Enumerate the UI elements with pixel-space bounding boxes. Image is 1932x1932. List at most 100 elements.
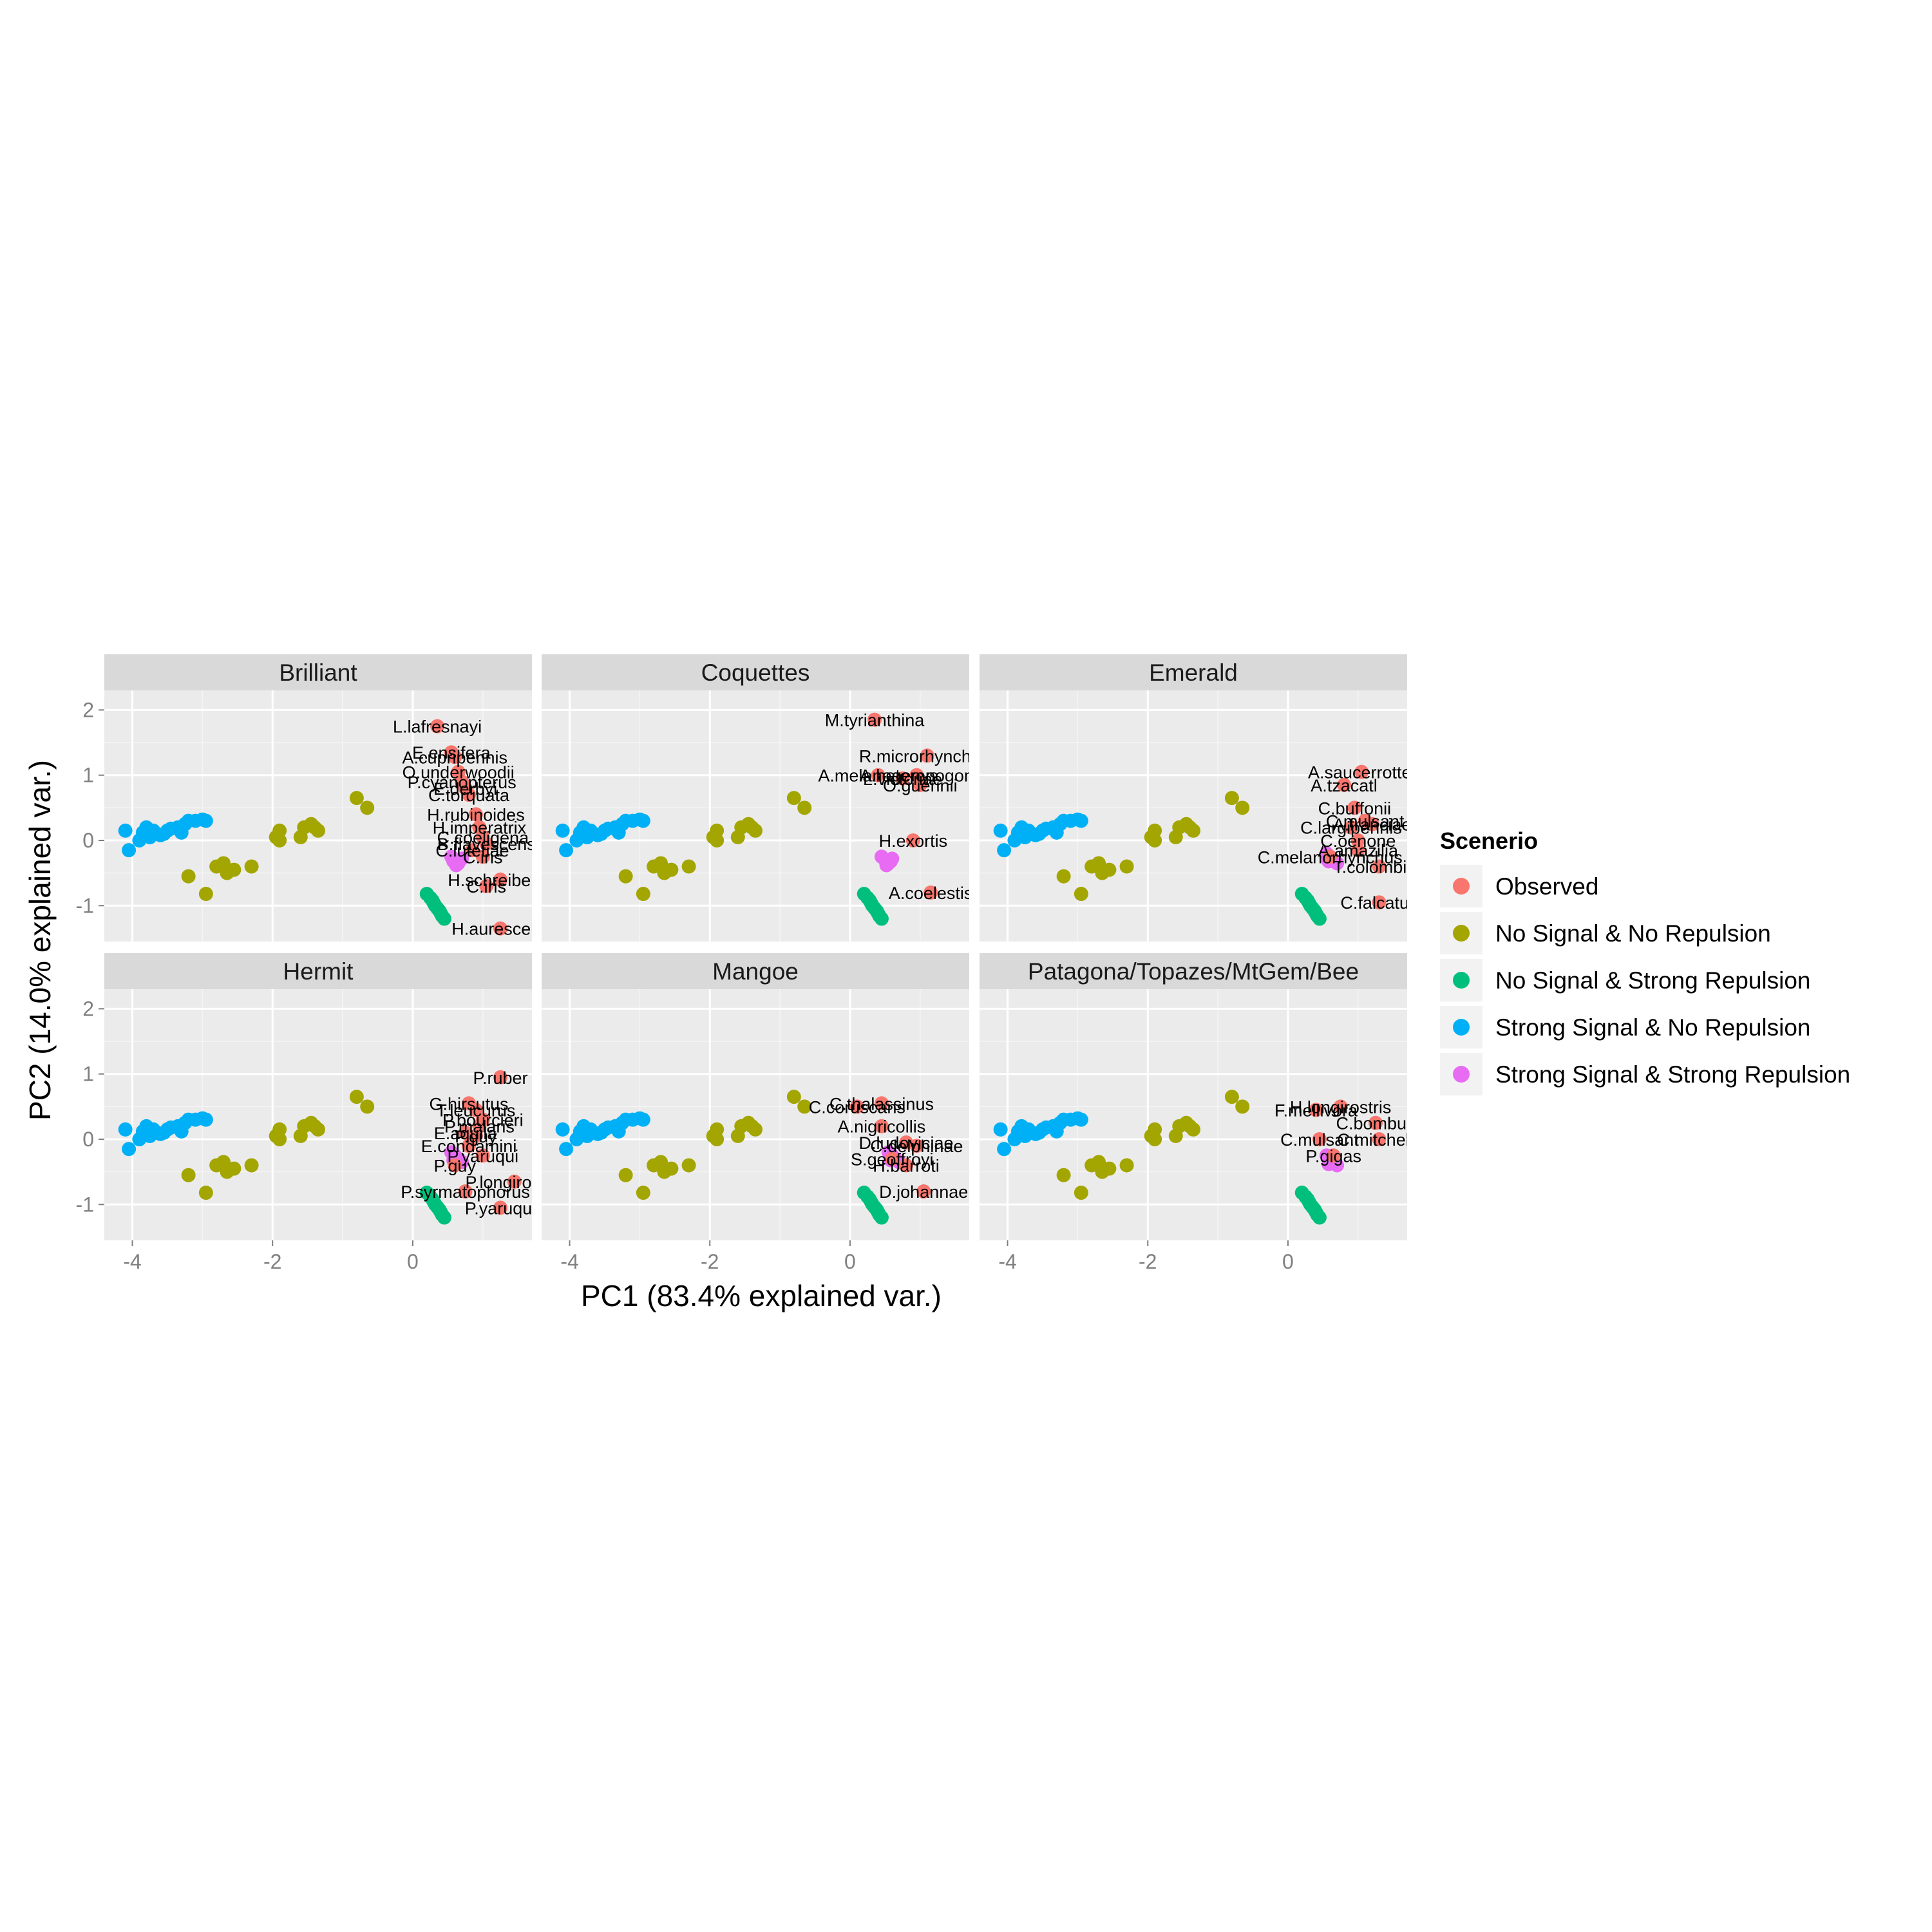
- point-no-signal-no-repulsion: [1102, 862, 1117, 877]
- point-label: P.syrmatophorus: [401, 1182, 530, 1202]
- x-tick-label: 0: [407, 1250, 419, 1273]
- point-strong-signal-no-repulsion: [1074, 1112, 1088, 1127]
- observed-layer: C.thalassinusC.coruscansA.nigricollisD.l…: [809, 1094, 969, 1202]
- facet-strip-label: Hermit: [283, 958, 354, 985]
- legend-key: [1453, 878, 1470, 895]
- point-observed: [468, 1128, 483, 1143]
- point-strong-signal-no-repulsion: [171, 1119, 185, 1133]
- point-label: P.guy: [455, 1127, 497, 1146]
- facet-strip: [104, 654, 532, 690]
- legend-key: [1453, 972, 1470, 989]
- point-no-signal-strong-repulsion: [874, 1210, 889, 1225]
- point-label: G.hirsutus: [430, 1094, 509, 1113]
- point-label: C.iris: [463, 848, 503, 867]
- point-strong-signal-no-repulsion: [993, 823, 1008, 838]
- point-observed: [1337, 777, 1352, 792]
- point-no-signal-no-repulsion: [227, 1161, 242, 1176]
- point-label: C.largipennis: [1300, 819, 1402, 838]
- point-strong-signal-no-repulsion: [198, 813, 213, 828]
- point-label: C.thalassinus: [829, 1094, 934, 1113]
- legend-key: [1453, 1019, 1470, 1036]
- point-observed: [468, 1103, 483, 1117]
- point-no-signal-no-repulsion: [198, 1186, 213, 1200]
- point-observed: [1350, 833, 1365, 848]
- point-observed: [475, 849, 490, 864]
- point-no-signal-no-repulsion: [710, 823, 724, 838]
- point-label: A.cupripennis: [402, 748, 507, 767]
- point-label: L.victoriae: [863, 770, 942, 789]
- point-strong-signal-no-repulsion: [608, 820, 623, 835]
- point-label: A.tzacatl: [1311, 776, 1378, 795]
- point-label: C.buffonii: [1318, 799, 1392, 818]
- point-observed: [885, 1151, 900, 1166]
- point-strong-signal-no-repulsion: [1074, 813, 1088, 828]
- point-label: H.exortis: [879, 831, 948, 851]
- point-strong-signal-no-repulsion: [555, 1122, 570, 1137]
- point-strong-signal-strong-repulsion: [446, 854, 461, 869]
- point-no-signal-no-repulsion: [1224, 791, 1239, 806]
- point-no-signal-no-repulsion: [1074, 1186, 1088, 1200]
- point-observed: [465, 843, 480, 858]
- legend-title: Scenerio: [1440, 828, 1538, 854]
- point-label: C.coeligena: [437, 828, 530, 848]
- point-no-signal-no-repulsion: [636, 1186, 650, 1200]
- x-tick-label: -2: [701, 1250, 719, 1273]
- point-strong-signal-no-repulsion: [198, 1112, 213, 1127]
- point-label: A.coelestis: [889, 884, 973, 903]
- facet-strip-label: Emerald: [1149, 659, 1238, 686]
- point-label: D.johannae: [879, 1182, 968, 1202]
- point-strong-signal-no-repulsion: [594, 1125, 609, 1140]
- point-strong-signal-strong-repulsion: [884, 854, 898, 869]
- point-no-signal-no-repulsion: [664, 862, 679, 877]
- facet-strip: [542, 953, 969, 989]
- point-no-signal-no-repulsion: [1056, 1168, 1071, 1182]
- point-no-signal-no-repulsion: [710, 833, 724, 848]
- point-no-signal-no-repulsion: [618, 1168, 633, 1182]
- point-strong-signal-no-repulsion: [1032, 1125, 1046, 1140]
- point-strong-signal-no-repulsion: [118, 1122, 133, 1137]
- point-observed: [1372, 1132, 1387, 1146]
- y-tick-label: 2: [82, 698, 94, 721]
- point-no-signal-no-repulsion: [181, 1168, 196, 1182]
- point-observed: [493, 1200, 508, 1215]
- point-label: A.saucerrottei: [1308, 763, 1416, 782]
- point-no-signal-no-repulsion: [1186, 1122, 1200, 1137]
- point-label: C.delphinae: [870, 1137, 963, 1156]
- point-no-signal-strong-repulsion: [437, 1210, 451, 1225]
- point-observed: [1372, 895, 1387, 910]
- x-tick-label: -4: [560, 1250, 578, 1273]
- point-label: P.yaruqui: [465, 1198, 536, 1218]
- point-no-signal-strong-repulsion: [1312, 911, 1327, 926]
- point-no-signal-no-repulsion: [1148, 833, 1162, 848]
- panel-background: [542, 989, 969, 1240]
- point-no-signal-no-repulsion: [1186, 823, 1200, 838]
- point-label: P.cyanopterus: [408, 773, 516, 792]
- point-no-signal-no-repulsion: [1224, 1090, 1239, 1104]
- facet-coquettes: Coquettes M.tyrianthina R.microrhynchumA.m…: [542, 654, 996, 942]
- point-strong-signal-no-repulsion: [1032, 826, 1046, 841]
- point-no-signal-strong-repulsion: [1312, 1210, 1327, 1225]
- point-label: C.mitchellii: [1337, 1130, 1421, 1150]
- point-label: T.colombica: [1333, 858, 1426, 877]
- point-no-signal-strong-repulsion: [437, 911, 451, 926]
- facet-strip-label: Patagona/Topazes/MtGem/Bee: [1028, 958, 1359, 985]
- point-strong-signal-no-repulsion: [993, 1122, 1008, 1137]
- point-label: R.microrhynchum: [859, 746, 996, 766]
- legend-label: No Signal & Strong Repulsion: [1495, 967, 1811, 994]
- point-label: E.ensifera: [412, 743, 491, 762]
- point-no-signal-no-repulsion: [636, 887, 650, 902]
- point-observed: [1323, 849, 1338, 864]
- point-label: T.leucurus: [436, 1101, 515, 1120]
- point-no-signal-no-repulsion: [786, 1090, 801, 1104]
- point-label: B.flavescens: [437, 835, 536, 854]
- facet-strip-label: Brilliant: [279, 659, 357, 686]
- point-no-signal-no-repulsion: [244, 1158, 259, 1173]
- point-observed: [1347, 800, 1362, 815]
- facet-strip: [980, 654, 1407, 690]
- point-strong-signal-no-repulsion: [156, 1125, 171, 1140]
- x-tick-label: 0: [844, 1250, 856, 1273]
- point-no-signal-no-repulsion: [181, 869, 196, 884]
- point-observed: [468, 807, 483, 822]
- panel-background: [980, 690, 1407, 942]
